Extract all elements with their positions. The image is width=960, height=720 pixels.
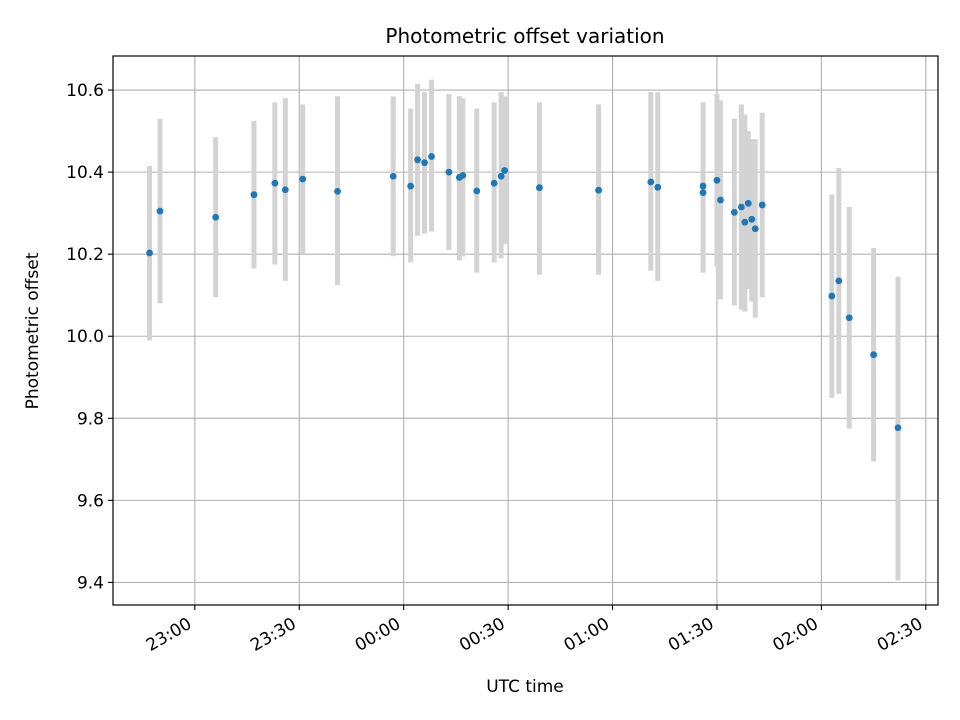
data-point xyxy=(741,218,749,226)
y-tick-label: 9.6 xyxy=(77,491,104,511)
data-point xyxy=(497,172,505,180)
data-point xyxy=(835,277,843,285)
data-point xyxy=(536,184,543,192)
data-point xyxy=(428,153,435,160)
y-tick-label: 9.4 xyxy=(77,573,104,593)
y-tick-label: 10.0 xyxy=(66,327,104,347)
data-point xyxy=(870,351,878,359)
x-axis-label: UTC time xyxy=(486,677,564,697)
data-point xyxy=(647,178,655,186)
data-point xyxy=(250,191,258,199)
data-point xyxy=(744,199,752,207)
grid xyxy=(113,56,938,605)
data-point xyxy=(421,159,428,167)
chart-title: Photometric offset variation xyxy=(385,24,664,48)
y-axis-label: Photometric offset xyxy=(23,252,43,409)
data-point xyxy=(894,424,902,432)
data-point xyxy=(845,314,853,322)
data-point xyxy=(407,182,415,190)
y-tick-label: 10.6 xyxy=(66,81,104,101)
data-point xyxy=(146,249,153,257)
data-point xyxy=(156,207,164,215)
data-point xyxy=(748,215,756,223)
data-point xyxy=(501,167,509,174)
data-point xyxy=(389,172,397,180)
y-tick-label: 9.8 xyxy=(77,409,104,429)
data-point xyxy=(828,292,836,300)
data-point xyxy=(717,196,724,204)
data-point xyxy=(414,156,421,164)
data-point xyxy=(699,182,707,190)
data-points xyxy=(146,153,902,432)
data-point xyxy=(751,225,759,233)
data-point xyxy=(730,208,738,216)
data-point xyxy=(445,168,453,176)
data-point xyxy=(281,186,289,194)
data-point xyxy=(459,172,467,179)
y-axis-ticks: 9.4 9.6 9.8 10.0 10.2 10.4 10.6 xyxy=(66,81,113,593)
data-point xyxy=(595,186,603,194)
data-point xyxy=(212,213,220,221)
y-tick-label: 10.2 xyxy=(66,245,104,265)
data-point xyxy=(699,189,707,197)
data-point xyxy=(299,175,307,183)
data-point xyxy=(758,201,766,209)
data-point xyxy=(271,179,279,187)
y-tick-label: 10.4 xyxy=(66,163,104,183)
data-point xyxy=(473,187,481,195)
data-point xyxy=(737,203,745,211)
data-point xyxy=(334,188,341,195)
data-point xyxy=(713,176,721,184)
data-point xyxy=(490,179,498,187)
plot-frame xyxy=(112,55,939,606)
data-point xyxy=(654,183,662,191)
